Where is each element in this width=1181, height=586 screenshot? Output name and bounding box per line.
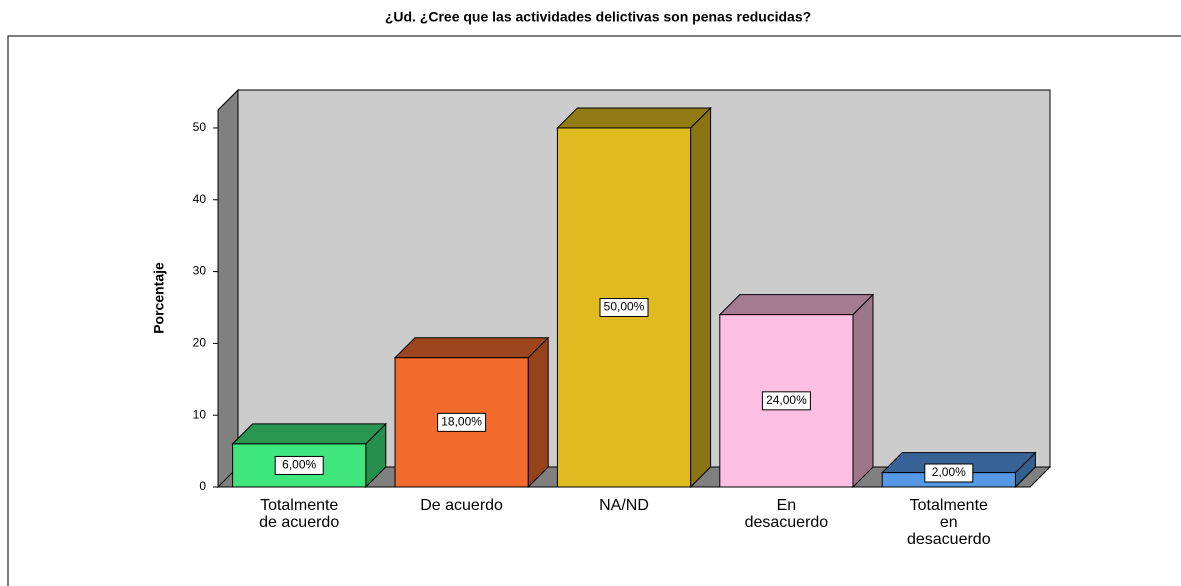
y-tick-label: 30 (193, 264, 207, 278)
bar-side (690, 106, 712, 489)
x-tick-label: desacuerdo (907, 531, 991, 548)
x-tick-label: de acuerdo (259, 514, 339, 531)
bar: 24,00% (718, 293, 875, 489)
x-tick-label: desacuerdo (745, 514, 829, 531)
y-tick-label: 0 (199, 479, 206, 493)
value-label-box (761, 391, 811, 411)
y-tick-label: 10 (193, 407, 207, 421)
value-label-box (599, 297, 649, 317)
bar-top (231, 423, 387, 445)
bar-side (852, 293, 874, 489)
chart-title: ¿Ud. ¿Cree que las actividades delictiva… (385, 9, 811, 25)
value-label-box (437, 412, 487, 432)
bar: 18,00% (393, 336, 550, 489)
x-tick-label: En (777, 497, 797, 514)
bar-top (556, 107, 712, 129)
value-label: 2,00% (932, 465, 966, 479)
value-label: 6,00% (282, 458, 316, 472)
y-axis-label: Porcentaje (151, 262, 167, 334)
side-wall (217, 88, 239, 489)
bar: 2,00% (881, 451, 1037, 489)
value-label-box (274, 455, 324, 475)
bar: 50,00% (556, 106, 712, 489)
bar-side (527, 336, 549, 489)
y-tick-label: 20 (193, 336, 207, 350)
bar-top (393, 337, 550, 359)
value-label: 50,00% (604, 300, 645, 314)
y-tick-label: 50 (193, 120, 207, 134)
bar: 6,00% (231, 422, 387, 489)
x-tick-label: De acuerdo (420, 497, 503, 514)
value-label: 24,00% (766, 393, 807, 407)
y-tick-label: 40 (193, 192, 207, 206)
x-tick-label: Totalmente (260, 497, 338, 514)
x-tick-label: Totalmente (910, 497, 988, 514)
value-label: 18,00% (441, 415, 482, 429)
value-label-box (924, 463, 974, 483)
bar-top (718, 294, 875, 316)
x-tick-label: en (940, 514, 958, 531)
x-tick-label: NA/ND (599, 497, 649, 514)
